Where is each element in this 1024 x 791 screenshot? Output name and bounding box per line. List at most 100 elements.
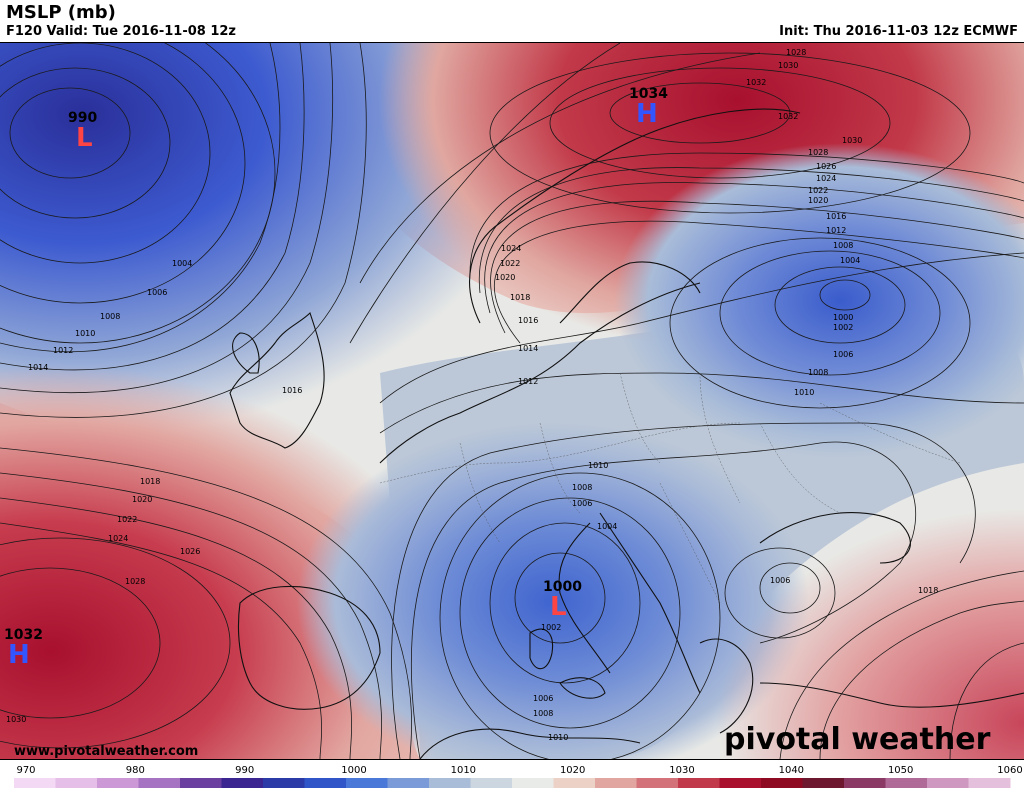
isobar-label: 1008 (833, 241, 853, 250)
isobar-label: 1020 (132, 495, 152, 504)
low-symbol-icon: L (550, 592, 567, 622)
color-scale-tick-label: 1030 (669, 765, 694, 776)
anatolia-coast (759, 682, 1024, 708)
color-scale: 970 980 990 1000 1010 1020 1030 1040 1050 1060 (0, 760, 1024, 791)
color-swatch (470, 778, 513, 788)
init-time: Init: Thu 2016-11-03 12z ECMWF (779, 24, 1018, 39)
color-scale-tick-label: 1040 (779, 765, 804, 776)
color-swatch (761, 778, 803, 788)
isobar-label: 1008 (100, 312, 120, 321)
color-swatch (844, 778, 886, 788)
isobar-label: 1006 (572, 499, 592, 508)
color-scale-tick-label: 1050 (888, 765, 913, 776)
color-swatch (802, 778, 845, 788)
color-swatch (885, 778, 928, 788)
isobar-label: 1008 (808, 368, 828, 377)
isobar-label: 1016 (282, 386, 302, 395)
isobar-label: 1024 (108, 534, 128, 543)
sardinia (529, 628, 554, 670)
center-value: 990 (68, 110, 97, 126)
isobar-label: 1016 (518, 316, 538, 325)
isobar-label: 1028 (125, 577, 145, 586)
high-symbol-icon: H (636, 99, 658, 129)
color-swatch (221, 778, 264, 788)
africa-coast (419, 728, 641, 759)
color-scale-tick-label: 980 (126, 765, 145, 776)
color-swatch (636, 778, 679, 788)
color-scale-canvas: 970 980 990 1000 1010 1020 1030 1040 1050 1060 (14, 765, 1023, 788)
isobar-label: 1008 (533, 709, 553, 718)
color-swatch (180, 778, 222, 788)
isobar-label: 1018 (140, 477, 160, 486)
map-canvas: 1004 1006 1008 1010 1012 1014 1016 1018 … (0, 43, 1024, 759)
isobar-label: 1026 (180, 547, 200, 556)
isobar-label: 1032 (746, 78, 766, 87)
isobar-label: 1026 (816, 162, 836, 171)
color-swatch (553, 778, 596, 788)
isobar-label: 1022 (117, 515, 137, 524)
color-scale-tick-label: 970 (16, 765, 35, 776)
isobar-label: 1002 (833, 323, 853, 332)
isobar-label: 1014 (518, 344, 538, 353)
isobar-label: 1030 (842, 136, 862, 145)
mslp-map[interactable]: 1004 1006 1008 1010 1012 1014 1016 1018 … (0, 42, 1024, 760)
center-value: 1032 (4, 627, 43, 643)
color-scale-tick-label: 1010 (451, 765, 476, 776)
isobar-label: 1032 (778, 112, 798, 121)
sicily (559, 677, 606, 699)
color-swatch (97, 778, 139, 788)
baltic-coast (559, 261, 701, 324)
isobar-label: 1020 (495, 273, 515, 282)
iberia (237, 585, 381, 710)
color-swatch (138, 778, 181, 788)
isobar-label: 1018 (510, 293, 530, 302)
map-title: MSLP (mb) (6, 2, 116, 23)
isobar-label: 1016 (826, 212, 846, 221)
isobar-label: 1022 (500, 259, 520, 268)
isobar-label: 1006 (770, 576, 790, 585)
isobar-label: 1012 (826, 226, 846, 235)
isobars (0, 43, 1024, 759)
center-value: 1000 (543, 579, 582, 595)
valid-time: F120 Valid: Tue 2016-11-08 12z (6, 24, 236, 39)
credit-url[interactable]: www.pivotalweather.com (14, 744, 198, 759)
isobar-labels: 1004 1006 1008 1010 1012 1014 1016 1018 … (6, 48, 938, 742)
color-swatch (387, 778, 430, 788)
isobar-label: 1024 (501, 244, 521, 253)
isobar-label: 1014 (28, 363, 48, 372)
isobar-label: 1020 (808, 196, 828, 205)
se-high-field (0, 43, 1024, 759)
color-scale-tick-label: 1000 (341, 765, 366, 776)
isobar-label: 1010 (794, 388, 814, 397)
isobar-label: 1030 (6, 715, 26, 724)
color-swatch (304, 778, 347, 788)
isobar-label: 1018 (918, 586, 938, 595)
isobar-label: 1028 (786, 48, 806, 57)
isobar-label: 1008 (572, 483, 592, 492)
british-isles (229, 311, 325, 449)
isobar-label: 1006 (147, 288, 167, 297)
isobar-label: 1012 (518, 377, 538, 386)
isobar-label: 1004 (840, 256, 860, 265)
pressure-center-iceland-low: 990 L (68, 110, 97, 153)
header: MSLP (mb) F120 Valid: Tue 2016-11-08 12z… (0, 0, 1024, 42)
brand-logo: pivotal weather (724, 722, 991, 757)
italy-west (558, 522, 611, 674)
pressure-center-med-low: 1000 L (543, 579, 582, 622)
center-value: 1034 (629, 86, 668, 102)
coastlines (229, 108, 1024, 759)
isobar-label: 1012 (53, 346, 73, 355)
ireland (232, 332, 260, 374)
color-swatch (968, 778, 1011, 788)
black-sea (759, 512, 911, 564)
color-scale-tick-label: 990 (235, 765, 254, 776)
color-swatch (263, 778, 305, 788)
pressure-center-scandinavia-high: 1034 H (629, 86, 668, 129)
isobar-label: 1030 (778, 61, 798, 70)
italy-east (599, 512, 701, 694)
isobar-label: 1024 (816, 174, 836, 183)
color-swatch (55, 778, 98, 788)
color-swatch (14, 778, 56, 788)
isobar-label: 1010 (75, 329, 95, 338)
color-swatch (429, 778, 471, 788)
